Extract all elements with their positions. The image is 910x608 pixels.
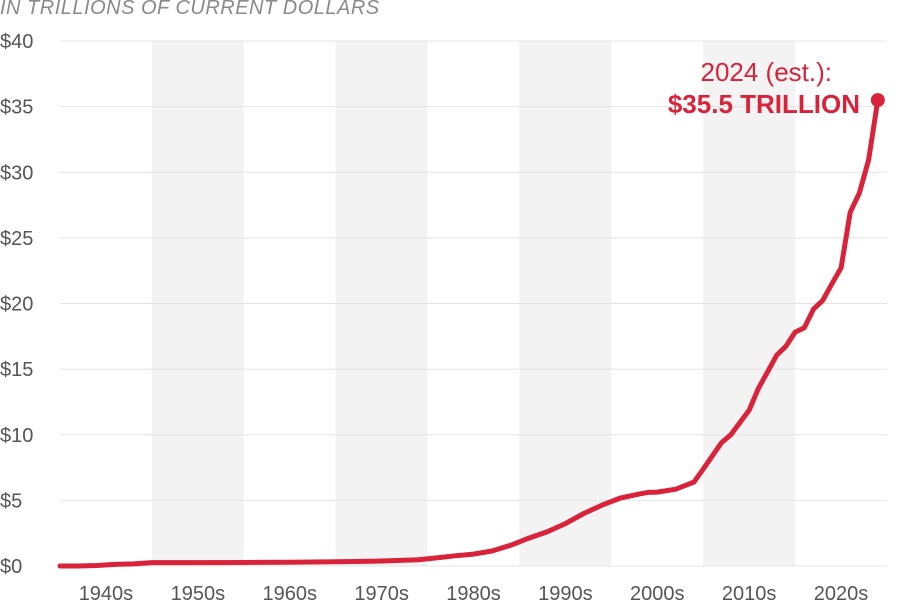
y-tick-label: $25 (0, 228, 33, 250)
y-tick-label: $0 (0, 556, 22, 578)
endpoint-marker (870, 93, 885, 108)
x-tick-label: 2020s (814, 583, 869, 605)
annotation-group: 2024 (est.):$35.5 TRILLION (668, 57, 885, 119)
y-tick-label: $20 (0, 294, 33, 316)
gridlines (60, 40, 887, 567)
y-tick-label: $40 (0, 31, 33, 53)
y-tick-label: $15 (0, 359, 33, 381)
x-tick-label: 1960s (262, 583, 317, 605)
y-tick-label: $35 (0, 97, 33, 119)
x-tick-label: 1970s (354, 583, 409, 605)
x-axis-tick-labels: 1940s 1950s 1960s 1970s 1980s 1990s 2000s 2010s… (79, 583, 869, 605)
x-tick-label: 1980s (446, 583, 501, 605)
y-tick-label: $5 (0, 490, 22, 512)
annotation-value-label: $35.5 TRILLION (668, 89, 860, 119)
y-tick-label: $30 (0, 162, 33, 184)
chart-subtitle: IN TRILLIONS OF CURRENT DOLLARS (0, 0, 380, 19)
y-axis-tick-labels: $0 $5 $10 $15 $20 $25 $30 $35 $40 (0, 31, 33, 578)
x-tick-label: 1950s (171, 583, 226, 605)
annotation-year-label: 2024 (est.): (700, 57, 832, 87)
series-group (57, 97, 881, 569)
series-line (57, 97, 881, 569)
x-tick-label: 1940s (79, 583, 134, 605)
x-tick-label: 2010s (722, 583, 777, 605)
x-tick-label: 2000s (630, 583, 685, 605)
x-tick-label: 1990s (538, 583, 593, 605)
y-tick-label: $10 (0, 425, 33, 447)
